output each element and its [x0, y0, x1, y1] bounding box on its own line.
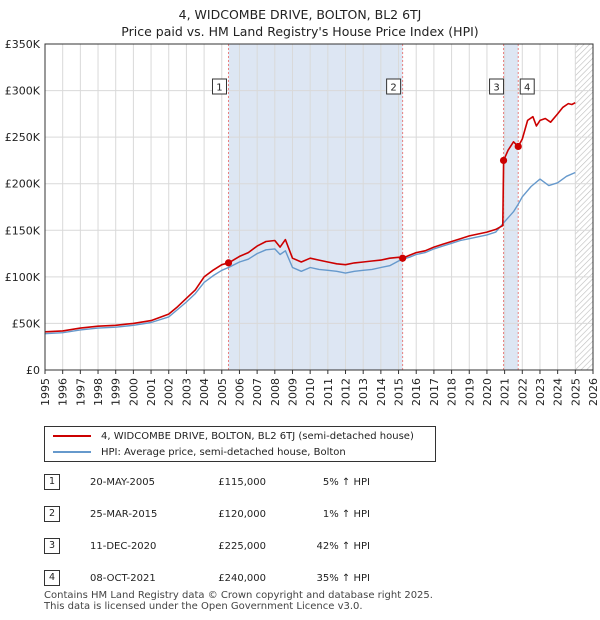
x-tick-label: 2014 [375, 378, 388, 406]
y-tick-label: £150K [5, 224, 41, 237]
chart-title-line1: 4, WIDCOMBE DRIVE, BOLTON, BL2 6TJ [178, 7, 422, 22]
legend: 4, WIDCOMBE DRIVE, BOLTON, BL2 6TJ (semi… [44, 426, 436, 462]
y-tick-label: £350K [5, 38, 41, 51]
legend-swatch-property [53, 435, 91, 437]
x-tick-label: 2016 [410, 378, 423, 406]
price-chart: 1 2 3 4 £0 £50K £100K £150K £200K £250K £300K £350… [5, 38, 600, 406]
sale-label-box-3 [489, 78, 505, 95]
x-tick-label: 1999 [110, 378, 123, 406]
x-tick-label: 2023 [534, 378, 547, 406]
x-tick-label: 1997 [74, 378, 87, 406]
sale-label-box-4 [519, 78, 535, 95]
future-hatch [575, 44, 593, 370]
sale-number-badge: 3 [44, 538, 60, 554]
y-tick-label: £200K [5, 178, 41, 191]
sale-point-2 [399, 254, 407, 262]
x-tick-label: 2019 [463, 378, 476, 406]
sale-label-1: 1 [216, 83, 222, 94]
sale-date: 25-MAR-2015 [90, 509, 158, 520]
x-tick-label: 2003 [180, 378, 193, 406]
x-tick-label: 2001 [145, 378, 158, 406]
y-tick-label: £100K [5, 271, 41, 284]
x-tick-label: 2021 [499, 378, 512, 406]
sale-price: £120,000 [218, 509, 266, 520]
footer-line1: Contains HM Land Registry data © Crown c… [44, 590, 433, 601]
sale-hpi-change: 35% ↑ HPI [316, 573, 370, 584]
x-tick-label: 1995 [39, 378, 52, 406]
sale-hpi-change: 1% ↑ HPI [322, 509, 370, 520]
x-tick-label: 1998 [92, 378, 105, 406]
sale-label-box-2 [386, 78, 402, 95]
x-tick-label: 2020 [481, 378, 494, 406]
chart-title-line2: Price paid vs. HM Land Registry's House … [121, 24, 479, 39]
x-tick-label: 2012 [340, 378, 353, 406]
sale-price: £240,000 [218, 573, 266, 584]
x-tick-label: 2005 [216, 378, 229, 406]
x-tick-label: 2010 [304, 378, 317, 406]
x-tick-label: 2022 [516, 378, 529, 406]
sale-row-2: 2 25-MAR-2015 £120,000 1% ↑ HPI [44, 506, 404, 522]
y-tick-label: £250K [5, 131, 41, 144]
chart-title: 4, WIDCOMBE DRIVE, BOLTON, BL2 6TJ Price… [0, 6, 600, 40]
sale-label-box-1 [211, 78, 227, 95]
x-tick-label: 2000 [127, 378, 140, 406]
footer-attribution: Contains HM Land Registry data © Crown c… [44, 590, 433, 612]
x-tick-label: 2007 [251, 378, 264, 406]
x-tick-label: 2025 [569, 378, 582, 406]
sale-hpi-change: 5% ↑ HPI [322, 477, 370, 488]
legend-label-property: 4, WIDCOMBE DRIVE, BOLTON, BL2 6TJ (semi… [101, 431, 414, 442]
x-tick-label: 2018 [446, 378, 459, 406]
x-tick-label: 2002 [163, 378, 176, 406]
shaded-period-1 [228, 44, 403, 370]
x-tick-label: 2017 [428, 378, 441, 406]
footer-line2: This data is licensed under the Open Gov… [44, 601, 363, 612]
sale-hpi-change: 42% ↑ HPI [316, 541, 370, 552]
x-tick-label: 2008 [269, 378, 282, 406]
x-tick-label: 2026 [587, 378, 600, 406]
legend-item-hpi: HPI: Average price, semi-detached house,… [53, 446, 346, 460]
x-tick-label: 2004 [198, 378, 211, 406]
sale-point-1 [224, 259, 233, 267]
legend-item-property: 4, WIDCOMBE DRIVE, BOLTON, BL2 6TJ (semi… [53, 430, 414, 444]
sale-label-3: 3 [493, 83, 499, 94]
y-tick-label: £0 [26, 364, 40, 377]
sale-date: 11-DEC-2020 [90, 541, 157, 552]
sale-label-4: 4 [524, 83, 530, 94]
x-tick-label: 2024 [552, 378, 565, 406]
plot-frame [44, 43, 594, 371]
sale-price: £115,000 [218, 477, 266, 488]
x-tick-label: 2015 [393, 378, 406, 406]
series-line-property [44, 101, 576, 333]
x-tick-label: 2013 [357, 378, 370, 406]
sale-price: £225,000 [218, 541, 266, 552]
sale-number-badge: 4 [44, 570, 60, 586]
x-tick-label: 1996 [57, 378, 70, 406]
legend-label-hpi: HPI: Average price, semi-detached house,… [101, 447, 346, 458]
shaded-period-2 [503, 44, 519, 370]
sale-date: 08-OCT-2021 [90, 573, 156, 584]
sale-label-2: 2 [390, 83, 396, 94]
legend-swatch-hpi [53, 451, 91, 453]
x-tick-label: 2006 [233, 378, 246, 406]
sale-row-1: 1 20-MAY-2005 £115,000 5% ↑ HPI [44, 474, 404, 490]
sale-date: 20-MAY-2005 [90, 477, 156, 488]
sale-number-badge: 2 [44, 506, 60, 522]
sale-point-4 [514, 142, 522, 151]
sale-point-3 [499, 156, 508, 165]
sale-row-3: 3 11-DEC-2020 £225,000 42% ↑ HPI [44, 538, 404, 554]
sale-number-badge: 1 [44, 474, 60, 490]
y-tick-label: £300K [5, 85, 41, 98]
y-tick-label: £50K [12, 317, 41, 330]
x-tick-label: 2009 [286, 378, 299, 406]
sale-row-4: 4 08-OCT-2021 £240,000 35% ↑ HPI [44, 570, 404, 586]
x-tick-label: 2011 [322, 378, 335, 406]
